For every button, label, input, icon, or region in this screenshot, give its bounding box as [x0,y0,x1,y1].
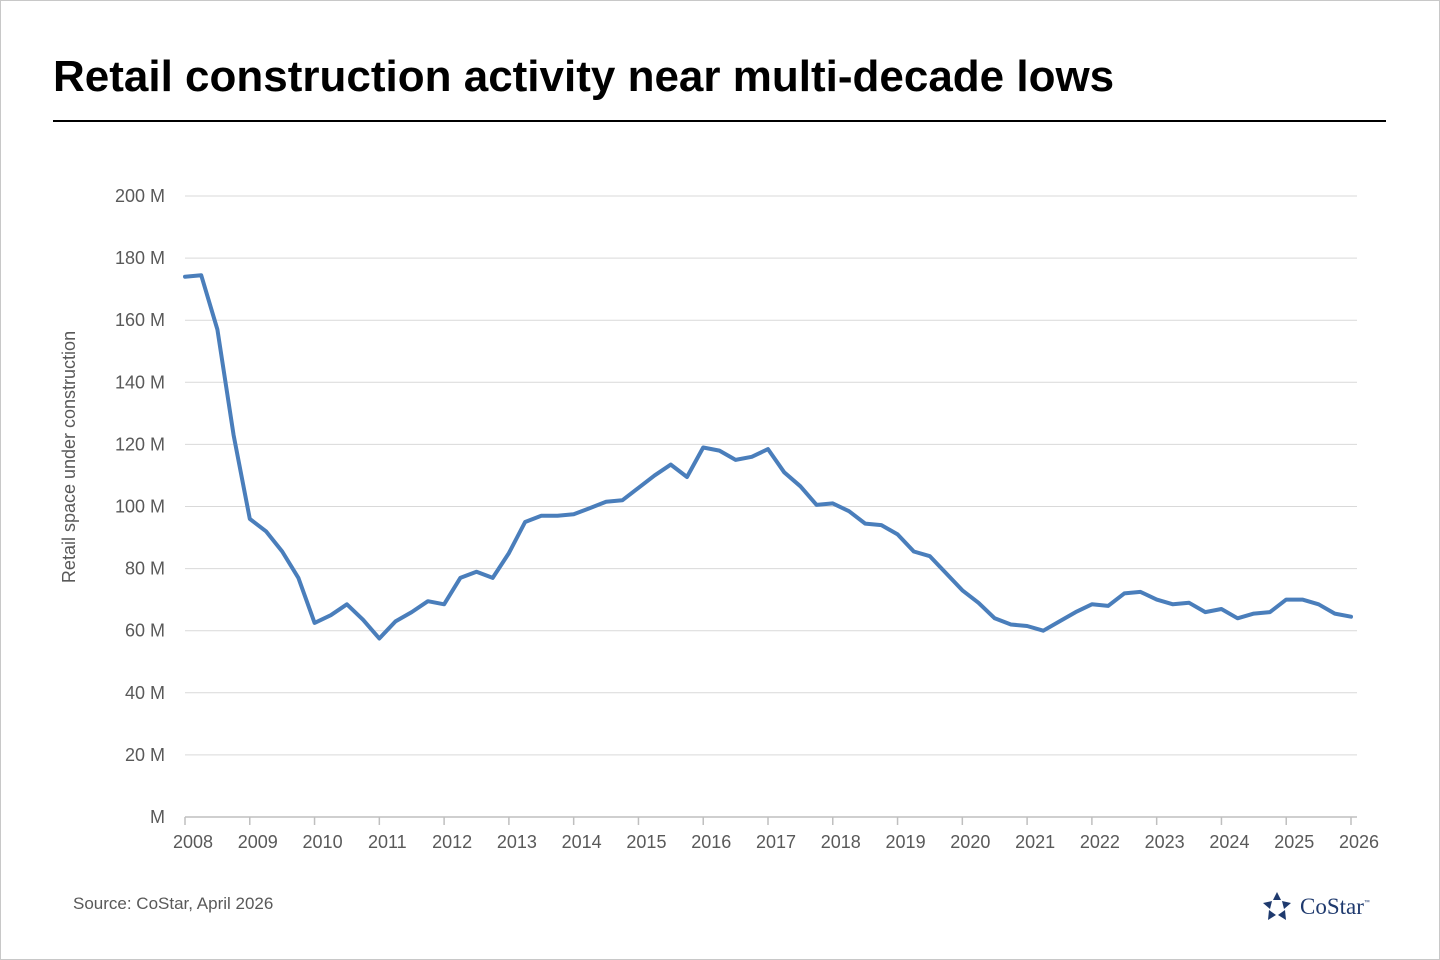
x-tick-label: 2016 [691,832,731,852]
costar-logo: CoStar ™ [1260,890,1370,924]
x-tick-label: 2023 [1145,832,1185,852]
source-note: Source: CoStar, April 2026 [73,894,274,913]
x-tick-label: 2014 [562,832,602,852]
y-tick-label: 140 M [115,372,165,392]
x-tick-label: 2009 [238,832,278,852]
y-tick-label: 200 M [115,186,165,206]
y-tick-label: 40 M [125,683,165,703]
x-tick-label: 2011 [368,832,407,852]
x-tick-label: 2024 [1209,832,1249,852]
x-tick-label: 2018 [821,832,861,852]
x-tick-label: 2008 [173,832,213,852]
title-divider [53,120,1386,122]
series-group [183,273,1353,641]
costar-star-icon [1263,892,1291,920]
chart-title: Retail construction activity near multi-… [53,52,1115,101]
x-tick-label: 2026 [1339,832,1379,852]
x-tick-label: 2025 [1274,832,1314,852]
x-tick-label: 2021 [1015,832,1055,852]
x-tick-label: 2013 [497,832,537,852]
x-tick-label: 2019 [886,832,926,852]
y-tick-label: 100 M [115,497,165,517]
x-tick-label: 2022 [1080,832,1120,852]
y-tick-label: 120 M [115,434,165,454]
y-tick-label: 180 M [115,248,165,268]
x-tick-label: 2020 [950,832,990,852]
series-line [183,273,1353,641]
x-tick-label: 2010 [303,832,343,852]
x-tick-label: 2015 [626,832,666,852]
logo-trademark: ™ [1363,900,1370,906]
y-tick-label: 20 M [125,745,165,765]
y-tick-label: M [150,807,165,827]
y-tick-label: 60 M [125,621,165,641]
y-tick-label: 80 M [125,559,165,579]
logo-wordmark: CoStar [1300,894,1364,919]
x-tick-label: 2017 [756,832,796,852]
gridlines [185,195,1357,756]
x-tick-label: 2012 [432,832,472,852]
y-axis-label: Retail space under construction [59,331,79,583]
x-axis: 2008 2009 2010 2011 2012 2013 2014 2015 2016 2017… [173,816,1379,852]
y-tick-label: 160 M [115,310,165,330]
y-axis-tick-labels: M 20 M 40 M 60 M 80 M 100 M 120 M 140 M 160 M 180… [115,186,165,827]
